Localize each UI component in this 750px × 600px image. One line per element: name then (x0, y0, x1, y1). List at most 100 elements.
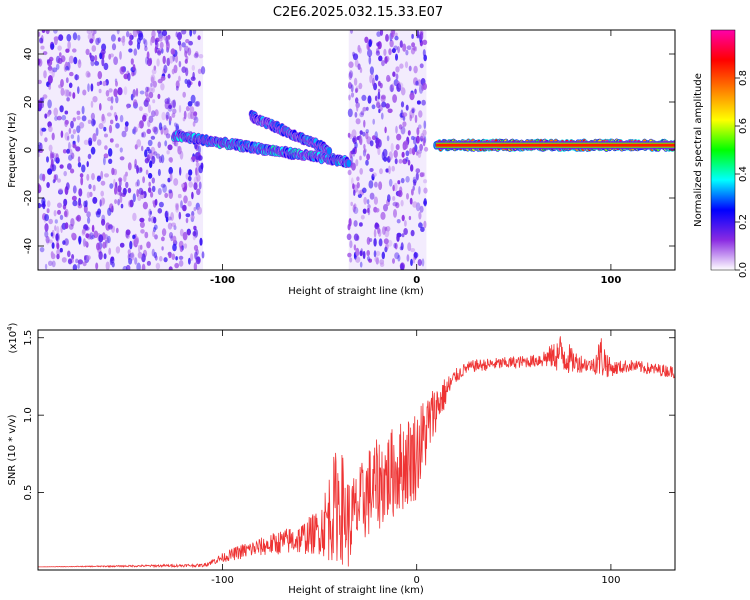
noise-blob (422, 49, 426, 57)
noise-blob (365, 129, 369, 134)
noise-blob (72, 32, 78, 41)
noise-blob (96, 139, 102, 146)
noise-blob (193, 262, 198, 270)
noise-blob (71, 232, 76, 239)
noise-blob (139, 167, 143, 172)
noise-blob (72, 185, 77, 194)
noise-blob (146, 241, 151, 249)
noise-blob (423, 198, 427, 207)
noise-blob (414, 114, 418, 124)
noise-blob (59, 214, 64, 220)
noise-blob (77, 86, 80, 94)
snr-y-tick-label: 0.5 (23, 485, 34, 501)
spectrogram-x-tick-label: -100 (210, 275, 235, 286)
noise-blob (157, 188, 162, 195)
noise-blob (374, 256, 380, 263)
noise-blob (378, 238, 383, 247)
noise-blob (51, 151, 55, 159)
noise-blob (70, 168, 75, 174)
noise-blob (365, 106, 369, 111)
noise-blob (85, 233, 90, 239)
snr-ylabel: SNR (10 * v/v) (7, 414, 18, 485)
noise-blob (54, 36, 58, 46)
noise-blob (53, 210, 57, 217)
noise-blob (95, 37, 100, 46)
noise-blob (353, 203, 357, 209)
noise-blob (110, 256, 115, 264)
noise-blob (357, 63, 361, 70)
noise-blob (72, 144, 77, 149)
noise-blob (134, 236, 139, 245)
noise-blob (190, 112, 194, 120)
noise-blob (184, 58, 188, 64)
noise-blob (111, 43, 117, 51)
noise-blob (164, 210, 170, 219)
noise-blob (144, 39, 148, 48)
noise-blob (175, 206, 180, 213)
noise-blob (393, 182, 398, 192)
noise-blob (352, 53, 359, 61)
noise-blob (61, 114, 67, 121)
noise-blob (400, 101, 405, 108)
noise-blob (90, 100, 94, 108)
noise-blob (150, 216, 156, 224)
noise-blob (108, 158, 113, 164)
noise-blob (178, 60, 182, 68)
noise-blob (75, 146, 81, 152)
noise-blob (65, 65, 69, 71)
noise-blob (135, 87, 139, 97)
noise-blob (108, 124, 113, 134)
noise-blob (76, 110, 81, 116)
noise-blob (101, 116, 106, 124)
noise-blob (115, 246, 121, 254)
noise-blob (103, 62, 109, 71)
noise-blob (353, 233, 359, 241)
noise-blob (92, 196, 98, 204)
noise-blob (64, 110, 69, 115)
noise-blob (142, 114, 147, 122)
noise-blob (168, 189, 173, 194)
noise-blob (376, 31, 382, 37)
noise-blob (175, 123, 179, 131)
noise-blob (355, 247, 360, 257)
noise-blob (149, 210, 152, 215)
noise-blob (175, 85, 179, 91)
noise-blob (90, 112, 95, 121)
noise-blob (381, 60, 385, 67)
noise-blob (70, 134, 75, 139)
noise-blob (157, 208, 163, 214)
noise-blob (412, 201, 418, 208)
noise-blob (378, 108, 381, 114)
noise-blob (136, 139, 142, 148)
noise-blob (81, 228, 86, 235)
noise-blob (81, 164, 86, 173)
noise-blob (164, 140, 168, 147)
noise-blob (149, 160, 153, 168)
noise-blob (185, 217, 189, 224)
noise-blob (409, 109, 415, 119)
noise-blob (418, 211, 422, 220)
noise-blob (157, 30, 162, 34)
noise-blob (46, 200, 51, 208)
noise-blob (400, 177, 405, 184)
noise-blob (372, 118, 376, 125)
noise-blob (120, 37, 126, 43)
noise-blob (167, 34, 171, 40)
noise-blob (91, 45, 97, 52)
noise-blob (71, 152, 75, 160)
noise-blob (86, 255, 91, 260)
noise-blob (126, 103, 129, 110)
noise-blob (359, 250, 363, 257)
noise-blob (398, 82, 404, 89)
noise-blob (65, 77, 69, 84)
noise-blob (367, 208, 371, 216)
noise-blob (78, 188, 83, 197)
noise-blob (41, 197, 46, 206)
noise-blob (388, 151, 393, 161)
noise-blob (60, 130, 64, 138)
noise-blob (384, 56, 388, 64)
noise-blob (151, 177, 155, 184)
noise-blob (416, 30, 420, 38)
noise-blob (96, 81, 100, 87)
noise-blob (393, 242, 397, 249)
